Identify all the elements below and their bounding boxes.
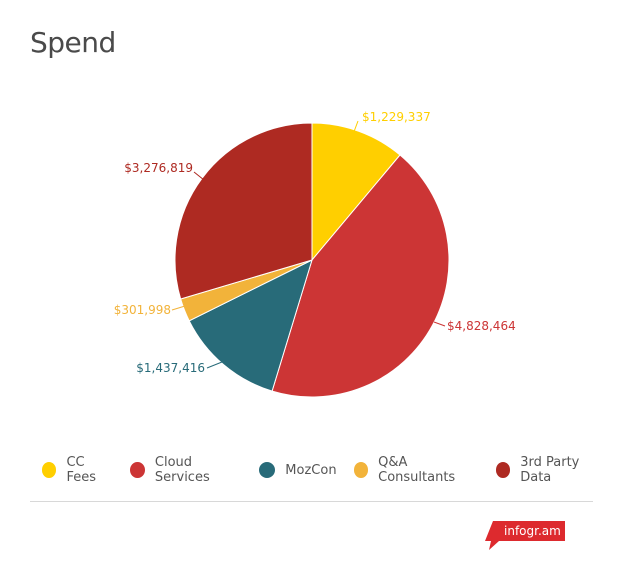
legend-item-cc-fees[interactable]: CC Fees	[42, 455, 113, 485]
slice-value-label: $1,229,337	[362, 110, 431, 124]
legend-swatch-icon	[353, 462, 369, 478]
legend-swatch-icon	[130, 462, 145, 478]
legend-label: Q&A Consultants	[378, 455, 456, 485]
legend-swatch-icon	[42, 462, 57, 478]
label-leader-line	[206, 361, 223, 369]
slice-value-label: $4,828,464	[447, 319, 516, 333]
slice-value-label: $1,437,416	[136, 361, 205, 375]
legend: CC Fees Cloud Services MozCon Q&A Consultan…	[42, 455, 623, 485]
legend-label: CC Fees	[66, 455, 97, 485]
pie-slice-cc-fees[interactable]	[311, 122, 401, 262]
divider	[30, 501, 593, 502]
legend-swatch-icon	[259, 462, 276, 478]
infogram-logo-icon[interactable]	[485, 521, 567, 551]
legend-item-3rd-party-data[interactable]: 3rd Party Data	[495, 455, 606, 485]
pie-chart: $1,229,337 $4,828,464 $1,437,416 $301,998 $3…	[114, 110, 516, 398]
pie-slice-cloud-services[interactable]	[271, 154, 450, 398]
brand-link[interactable]: infogr.am	[504, 524, 561, 538]
pie-slices	[174, 122, 450, 398]
label-leader-line	[193, 171, 205, 181]
legend-item-mozcon[interactable]: MozCon	[259, 462, 337, 478]
legend-swatch-icon	[495, 462, 511, 478]
legend-item-q-a-consultants[interactable]: Q&A Consultants	[353, 455, 479, 485]
label-leader-line	[433, 321, 446, 327]
chart-title: Spend	[30, 26, 116, 59]
slice-value-label: $301,998	[114, 303, 171, 317]
slice-value-label: $3,276,819	[124, 161, 193, 175]
pie-slice-mozcon[interactable]	[188, 259, 313, 392]
label-leader-line	[171, 305, 186, 311]
pie-labels: $1,229,337 $4,828,464 $1,437,416 $301,998 $3…	[114, 110, 516, 375]
label-leader-line	[351, 120, 359, 138]
legend-label: MozCon	[285, 462, 337, 478]
legend-label: 3rd Party Data	[520, 455, 580, 485]
legend-item-cloud-services[interactable]: Cloud Services	[130, 455, 242, 485]
legend-label: Cloud Services	[154, 455, 210, 485]
